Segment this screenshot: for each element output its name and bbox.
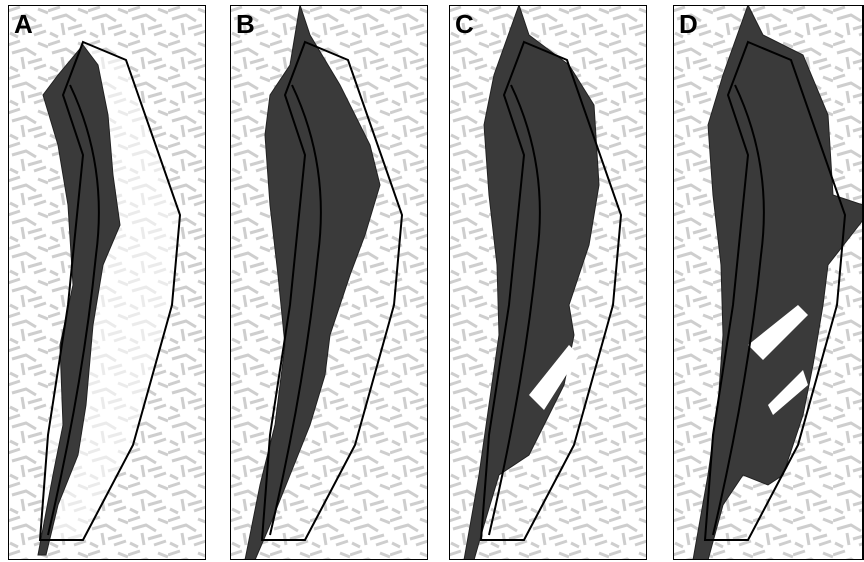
panel-label: B (236, 9, 255, 39)
panel-label: D (679, 9, 698, 39)
panel-c: C (449, 5, 647, 560)
panel-d: D (673, 5, 863, 560)
panel-b: B (230, 5, 428, 560)
panel-label: C (455, 9, 474, 39)
panel-label: A (14, 9, 33, 39)
panel-a: A (8, 5, 206, 560)
figure: A B C (0, 0, 864, 562)
